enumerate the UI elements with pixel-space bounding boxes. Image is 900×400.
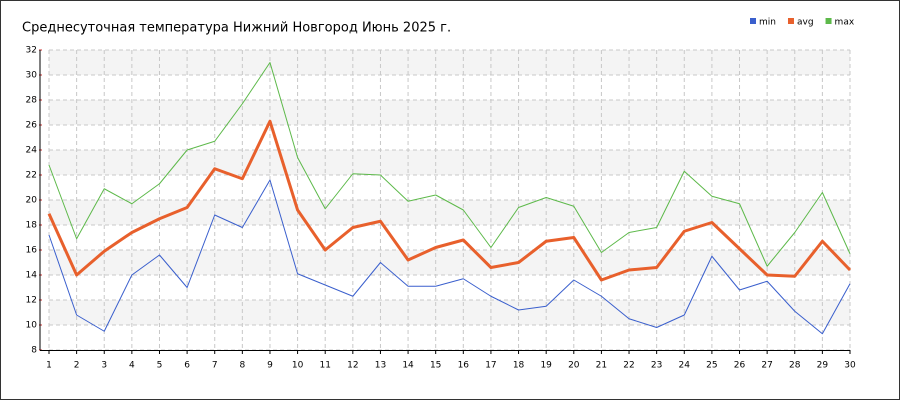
y-tick-label: 8 [31, 346, 37, 356]
legend-label: min [759, 18, 776, 28]
x-tick-label: 13 [375, 361, 386, 371]
legend-label: max [835, 18, 855, 28]
x-tick-label: 2 [74, 361, 80, 371]
chart-title: Среднесуточная температура Нижний Новгор… [22, 21, 451, 36]
x-tick-label: 14 [402, 361, 414, 371]
x-tick-label: 22 [623, 361, 634, 371]
y-tick-label: 14 [26, 271, 38, 281]
x-tick-label: 3 [101, 361, 107, 371]
x-tick-label: 4 [129, 361, 135, 371]
legend-swatch [750, 18, 756, 24]
x-tick-label: 16 [458, 361, 470, 371]
y-tick-label: 10 [26, 321, 38, 331]
x-tick-label: 24 [679, 361, 691, 371]
x-tick-label: 10 [292, 361, 304, 371]
legend-swatch [787, 18, 794, 24]
y-tick-label: 18 [26, 221, 38, 231]
x-tick-label: 15 [430, 361, 441, 371]
y-tick-label: 16 [26, 246, 38, 256]
band [49, 50, 850, 75]
x-tick-label: 27 [761, 361, 772, 371]
x-tick-label: 5 [157, 361, 163, 371]
series-line [47, 119, 852, 282]
x-tick-label: 11 [319, 361, 330, 371]
x-tick-label: 1 [46, 361, 52, 371]
x-tick-label: 6 [184, 361, 190, 371]
y-tick-label: 12 [26, 296, 37, 306]
y-tick-label: 30 [26, 71, 38, 81]
band [49, 200, 850, 225]
y-tick-label: 32 [26, 46, 37, 56]
x-tick-label: 7 [212, 361, 218, 371]
band [49, 250, 850, 275]
x-tick-label: 29 [817, 361, 829, 371]
series-line [48, 62, 851, 267]
y-tick-label: 20 [26, 196, 38, 206]
x-tick-label: 25 [706, 361, 717, 371]
y-tick-label: 24 [26, 146, 38, 156]
y-tick-label: 28 [26, 96, 38, 106]
x-tick-label: 18 [513, 361, 525, 371]
y-tick-label: 26 [26, 121, 38, 131]
x-tick-label: 17 [485, 361, 496, 371]
x-tick-label: 8 [239, 361, 245, 371]
band [49, 100, 850, 125]
x-tick-label: 23 [651, 361, 662, 371]
x-tick-label: 19 [540, 361, 552, 371]
x-tick-label: 26 [734, 361, 746, 371]
y-tick-label: 22 [26, 171, 37, 181]
x-tick-label: 30 [844, 361, 856, 371]
legend-label: avg [797, 18, 814, 28]
x-tick-label: 28 [789, 361, 801, 371]
x-tick-label: 20 [568, 361, 580, 371]
band [49, 300, 850, 325]
legend-swatch [825, 18, 832, 24]
x-tick-label: 9 [267, 361, 273, 371]
band [49, 150, 850, 175]
series-line [48, 179, 851, 335]
x-tick-label: 21 [596, 361, 607, 371]
x-tick-label: 12 [347, 361, 358, 371]
